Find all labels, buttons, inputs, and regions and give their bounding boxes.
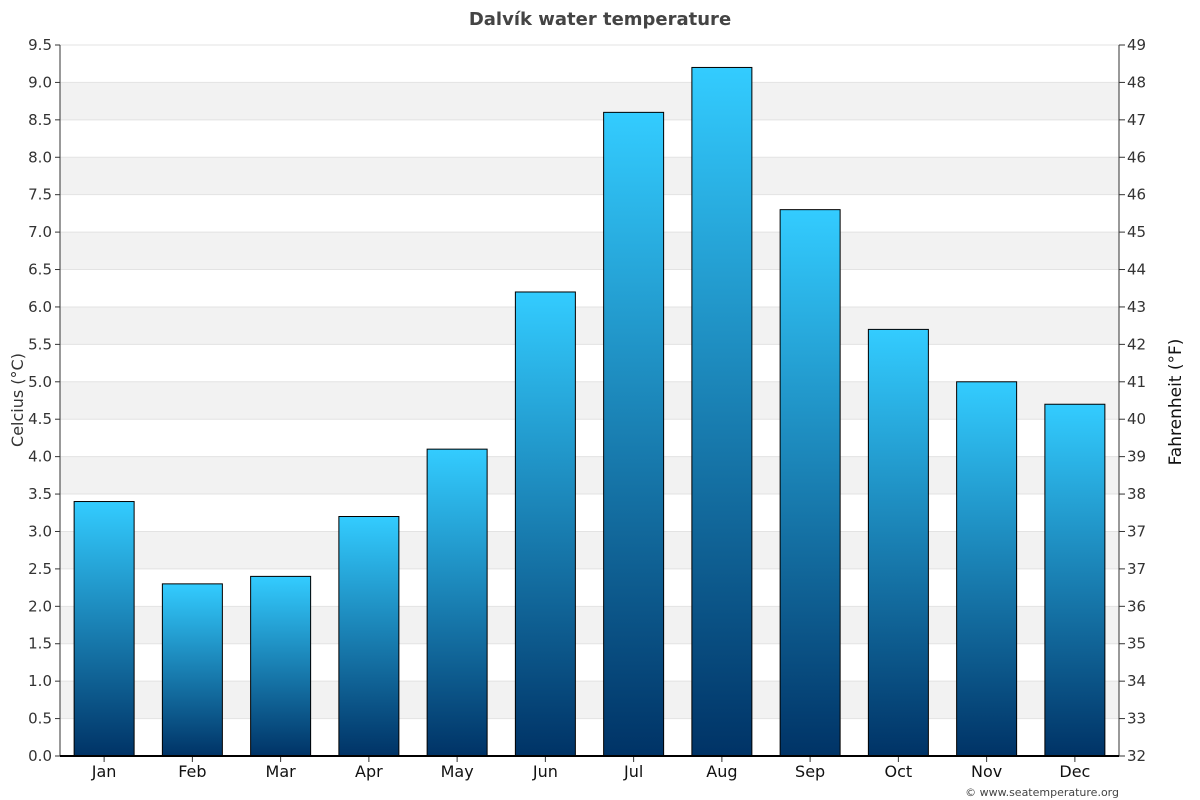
y-left-tick-label: 3.0 — [28, 522, 52, 540]
y-left-tick-label: 7.0 — [28, 223, 52, 241]
bar-jul — [603, 111, 665, 757]
y-left-tick-label: 5.0 — [28, 373, 52, 391]
y-right-tick-label: 32 — [1127, 747, 1146, 765]
y-right-tick-label: 34 — [1127, 672, 1146, 690]
bar-mar — [250, 575, 312, 757]
x-tick-label: Nov — [971, 762, 1002, 781]
x-tick-label: Sep — [795, 762, 825, 781]
x-tick-label: Jul — [623, 762, 643, 781]
x-tick-label: Mar — [266, 762, 297, 781]
bar-dec — [1044, 403, 1106, 757]
y-right-tick-label: 42 — [1127, 335, 1146, 353]
axes — [55, 44, 1125, 762]
y-right-tick-label: 35 — [1127, 635, 1146, 653]
bars — [73, 66, 1106, 757]
bar-jun — [514, 291, 576, 757]
bar-feb — [161, 583, 223, 757]
background-bands — [60, 82, 1119, 719]
y-left-tick-label: 7.5 — [28, 186, 52, 204]
y-axis-left-title: Celcius (°C) — [8, 353, 27, 447]
x-tick-label: Apr — [355, 762, 383, 781]
x-tick-label: Feb — [178, 762, 206, 781]
grid-band — [60, 306, 1119, 345]
grid-band — [60, 681, 1119, 719]
y-right-tick-label: 41 — [1127, 373, 1146, 391]
bar-nov — [956, 381, 1018, 757]
y-left-tick-label: 5.5 — [28, 335, 52, 353]
y-left-tick-label: 1.5 — [28, 635, 52, 653]
x-tick-label: Jan — [91, 762, 117, 781]
y-left-tick-label: 8.5 — [28, 111, 52, 129]
y-left-tick-label: 2.0 — [28, 597, 52, 615]
y-right-tick-label: 40 — [1127, 410, 1146, 428]
y-right-tick-label: 37 — [1127, 522, 1146, 540]
y-right-tick-label: 48 — [1127, 73, 1146, 91]
y-right-tick-label: 33 — [1127, 710, 1146, 728]
y-left-tick-label: 4.5 — [28, 410, 52, 428]
y-right-tick-label: 36 — [1127, 597, 1146, 615]
y-right-tick-label: 38 — [1127, 485, 1146, 503]
y-right-tick-label: 44 — [1127, 261, 1146, 279]
grid-band — [60, 82, 1119, 120]
grid-band — [60, 232, 1119, 270]
x-tick-label: Oct — [885, 762, 913, 781]
y-right-tick-label: 46 — [1127, 148, 1146, 166]
y-left-tick-label: 0.0 — [28, 747, 52, 765]
y-left-tick-label: 6.0 — [28, 298, 52, 316]
bar-sep — [779, 209, 841, 757]
grid-band — [60, 531, 1119, 569]
y-left-tick-label: 6.5 — [28, 261, 52, 279]
y-right-tick-label: 37 — [1127, 560, 1146, 578]
y-left-tick-label: 8.0 — [28, 148, 52, 166]
grid-band — [60, 606, 1119, 644]
y-right-tick-label: 43 — [1127, 298, 1146, 316]
tick-labels: 0.0 32 0.5 33 1.0 34 1.5 35 2.0 36 2.5 37 3.0 37 3.5 38… — [28, 36, 1146, 781]
x-tick-label: Dec — [1059, 762, 1090, 781]
credit-text: © www.seatemperature.org — [965, 786, 1119, 799]
gridlines — [60, 44, 1119, 757]
grid-band — [60, 381, 1119, 420]
bar-oct — [867, 328, 929, 757]
y-left-tick-label: 4.0 — [28, 448, 52, 466]
bar-may — [426, 448, 488, 757]
y-left-tick-label: 0.5 — [28, 710, 52, 728]
grid-band — [60, 456, 1119, 495]
y-axis-right-title: Fahrenheit (°F) — [1166, 339, 1186, 466]
chart-title: Dalvík water temperature — [469, 9, 731, 30]
y-right-tick-label: 46 — [1127, 186, 1146, 204]
bar-aug — [691, 66, 753, 757]
bar-apr — [338, 516, 400, 757]
y-left-tick-label: 2.5 — [28, 560, 52, 578]
y-right-tick-label: 49 — [1127, 36, 1146, 54]
y-left-tick-label: 9.5 — [28, 36, 52, 54]
y-left-tick-label: 3.5 — [28, 485, 52, 503]
x-tick-label: Aug — [706, 762, 737, 781]
bar-jan — [73, 501, 135, 757]
x-tick-label: May — [441, 762, 474, 781]
x-tick-label: Jun — [532, 762, 558, 781]
y-left-tick-label: 9.0 — [28, 73, 52, 91]
y-right-tick-label: 47 — [1127, 111, 1146, 129]
y-right-tick-label: 39 — [1127, 448, 1146, 466]
y-right-tick-label: 45 — [1127, 223, 1146, 241]
grid-band — [60, 157, 1119, 195]
y-left-tick-label: 1.0 — [28, 672, 52, 690]
